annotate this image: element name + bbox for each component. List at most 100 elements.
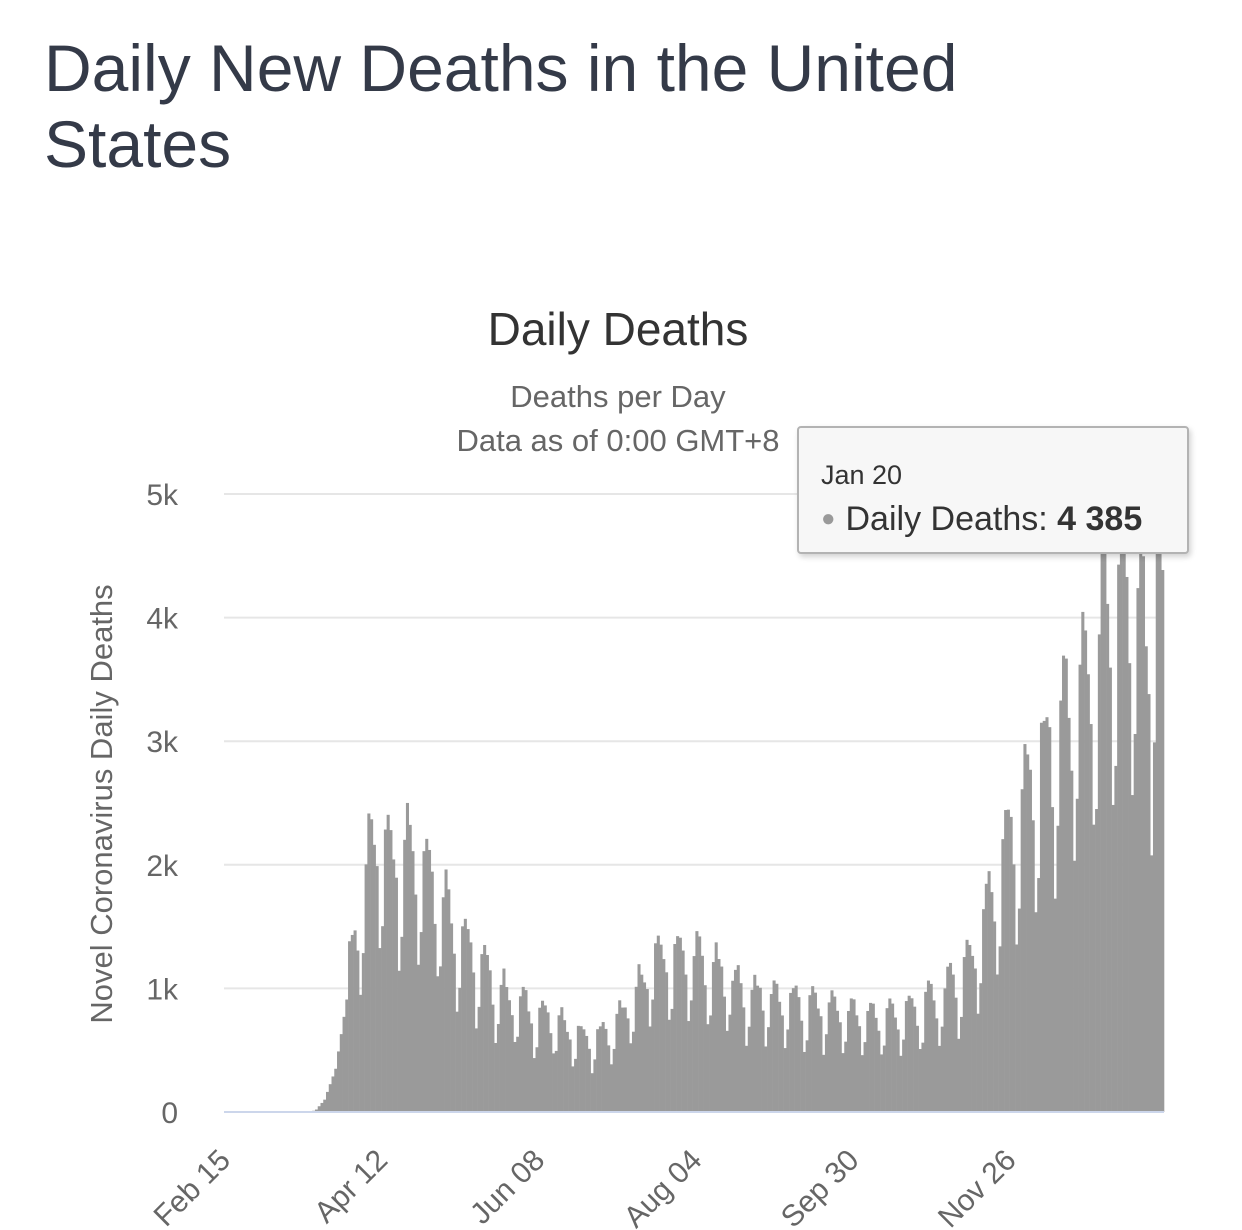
daily-deaths-bar[interactable] — [618, 1000, 622, 1112]
daily-deaths-bar[interactable] — [874, 1017, 878, 1112]
daily-deaths-bar[interactable] — [598, 1026, 602, 1112]
daily-deaths-bar[interactable] — [849, 998, 853, 1112]
daily-deaths-bar[interactable] — [835, 1010, 840, 1112]
daily-deaths-bar[interactable] — [880, 1054, 884, 1112]
daily-deaths-bar[interactable] — [372, 844, 376, 1112]
daily-deaths-bar[interactable] — [1108, 667, 1112, 1112]
daily-deaths-bar[interactable] — [560, 1007, 564, 1112]
daily-deaths-bar[interactable] — [896, 1029, 900, 1112]
daily-deaths-bar[interactable] — [563, 1020, 567, 1112]
daily-deaths-bar[interactable] — [893, 1017, 897, 1112]
daily-deaths-bar[interactable] — [811, 986, 815, 1112]
daily-deaths-bar[interactable] — [1028, 769, 1032, 1112]
daily-deaths-bar[interactable] — [813, 992, 817, 1112]
daily-deaths-bar[interactable] — [480, 954, 484, 1112]
daily-deaths-bar[interactable] — [860, 1055, 864, 1112]
daily-deaths-bar[interactable] — [736, 965, 740, 1112]
daily-deaths-bar[interactable] — [1075, 798, 1079, 1112]
daily-deaths-bar[interactable] — [1130, 795, 1134, 1112]
daily-deaths-bar[interactable] — [1001, 839, 1005, 1112]
daily-deaths-bar[interactable] — [317, 1106, 321, 1112]
daily-deaths-bar[interactable] — [1042, 720, 1046, 1112]
daily-deaths-bar[interactable] — [328, 1084, 332, 1112]
daily-deaths-bar[interactable] — [607, 1045, 611, 1112]
daily-deaths-bar[interactable] — [800, 1020, 804, 1112]
daily-deaths-bar[interactable] — [494, 1042, 498, 1112]
daily-deaths-bar[interactable] — [990, 892, 994, 1112]
daily-deaths-bar[interactable] — [637, 964, 641, 1112]
daily-deaths-bar[interactable] — [841, 1053, 845, 1112]
daily-deaths-bar[interactable] — [885, 1008, 889, 1112]
daily-deaths-bar[interactable] — [529, 1023, 534, 1112]
daily-deaths-bar[interactable] — [430, 871, 434, 1112]
daily-deaths-bar[interactable] — [403, 839, 407, 1112]
daily-deaths-bar[interactable] — [433, 923, 437, 1112]
daily-deaths-bar[interactable] — [797, 997, 801, 1112]
daily-deaths-bar[interactable] — [711, 962, 715, 1112]
daily-deaths-bar[interactable] — [554, 1050, 558, 1112]
daily-deaths-bar[interactable] — [634, 986, 638, 1112]
daily-deaths-bar[interactable] — [940, 1026, 944, 1112]
daily-deaths-bar[interactable] — [590, 1073, 594, 1112]
daily-deaths-bar[interactable] — [532, 1058, 536, 1112]
daily-deaths-bar[interactable] — [918, 1049, 922, 1112]
daily-deaths-bar[interactable] — [1059, 700, 1063, 1112]
daily-deaths-bar[interactable] — [904, 1001, 908, 1112]
daily-deaths-bar[interactable] — [571, 1066, 575, 1112]
daily-deaths-bar[interactable] — [871, 1003, 875, 1112]
daily-deaths-bar[interactable] — [700, 955, 704, 1112]
daily-deaths-bar[interactable] — [1119, 527, 1123, 1112]
daily-deaths-bar[interactable] — [1092, 824, 1096, 1112]
daily-deaths-bar[interactable] — [345, 999, 349, 1112]
daily-deaths-bar[interactable] — [802, 1051, 806, 1112]
daily-deaths-bar[interactable] — [623, 1007, 627, 1112]
daily-deaths-bar[interactable] — [386, 814, 390, 1112]
daily-deaths-bar[interactable] — [681, 950, 685, 1112]
daily-deaths-bar[interactable] — [805, 1040, 809, 1112]
daily-deaths-bar[interactable] — [717, 959, 721, 1112]
daily-deaths-bar[interactable] — [342, 1016, 346, 1112]
daily-deaths-bar[interactable] — [483, 944, 487, 1112]
daily-deaths-bar[interactable] — [750, 989, 754, 1112]
daily-deaths-bar[interactable] — [535, 1047, 539, 1112]
daily-deaths-bar[interactable] — [1117, 564, 1121, 1112]
daily-deaths-bar[interactable] — [524, 990, 528, 1112]
daily-deaths-bar[interactable] — [954, 997, 958, 1112]
daily-deaths-bar[interactable] — [1078, 664, 1082, 1112]
daily-deaths-bar[interactable] — [1147, 694, 1151, 1112]
daily-deaths-bar[interactable] — [929, 983, 933, 1112]
daily-deaths-bar[interactable] — [477, 1006, 481, 1112]
daily-deaths-bar[interactable] — [397, 970, 401, 1112]
daily-deaths-bar[interactable] — [1106, 603, 1110, 1112]
daily-deaths-bar[interactable] — [758, 987, 762, 1112]
daily-deaths-bar[interactable] — [568, 1039, 572, 1112]
daily-deaths-bar[interactable] — [331, 1076, 335, 1112]
daily-deaths-bar[interactable] — [447, 889, 451, 1112]
daily-deaths-bar[interactable] — [579, 1026, 583, 1112]
daily-deaths-bar[interactable] — [665, 972, 669, 1112]
daily-deaths-bar[interactable] — [775, 983, 779, 1112]
daily-deaths-bar[interactable] — [601, 1022, 605, 1112]
daily-deaths-bar[interactable] — [370, 819, 374, 1112]
daily-deaths-bar[interactable] — [756, 985, 760, 1112]
daily-deaths-bar[interactable] — [1048, 727, 1052, 1112]
daily-deaths-bar[interactable] — [364, 864, 368, 1112]
daily-deaths-bar[interactable] — [1155, 548, 1159, 1112]
daily-deaths-bar[interactable] — [662, 959, 666, 1112]
daily-deaths-bar[interactable] — [1073, 860, 1077, 1112]
daily-deaths-bar[interactable] — [733, 969, 738, 1112]
daily-deaths-bar[interactable] — [452, 953, 456, 1112]
daily-deaths-bar[interactable] — [728, 1014, 732, 1112]
daily-deaths-bar[interactable] — [378, 948, 382, 1112]
daily-deaths-bar[interactable] — [356, 950, 360, 1112]
daily-deaths-bar[interactable] — [1144, 646, 1148, 1112]
daily-deaths-bar[interactable] — [1053, 898, 1057, 1112]
daily-deaths-bar[interactable] — [436, 976, 440, 1112]
daily-deaths-bar[interactable] — [640, 974, 644, 1112]
daily-deaths-bar[interactable] — [416, 964, 421, 1112]
daily-deaths-bar[interactable] — [1020, 789, 1024, 1112]
daily-deaths-bar[interactable] — [744, 1045, 749, 1112]
daily-deaths-bar[interactable] — [786, 1029, 790, 1112]
daily-deaths-bar[interactable] — [962, 957, 966, 1112]
daily-deaths-bar[interactable] — [778, 1001, 782, 1112]
